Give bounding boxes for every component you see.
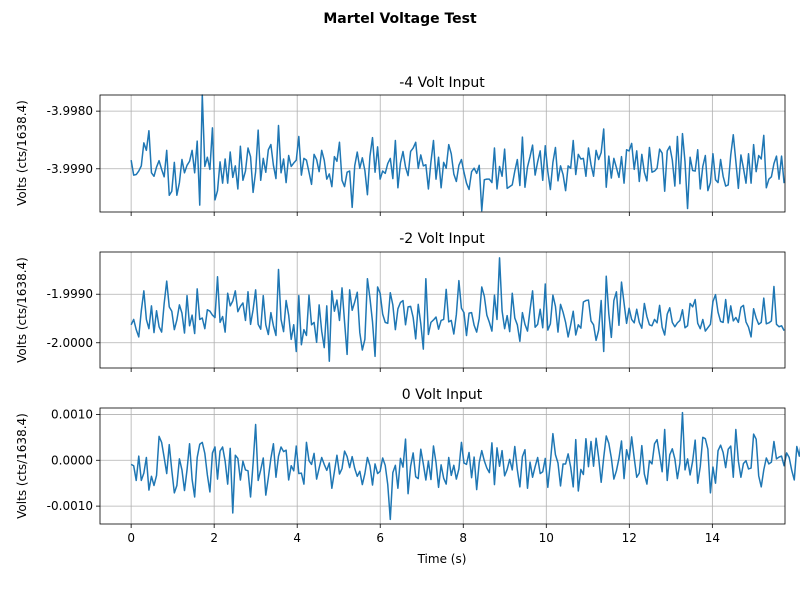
x-tick-label: 8 (459, 531, 467, 545)
x-tick-label: 6 (376, 531, 384, 545)
y-tick-label: 0.0010 (51, 407, 93, 421)
series (130, 257, 785, 362)
y-tick-label: -3.9990 (47, 162, 93, 176)
series-line (130, 257, 785, 362)
subplot-minus-4-volt: -4 Volt Input Volts (cts/1638.4) -3.9990… (15, 75, 786, 216)
y-axis-label: Volts (cts/1638.4) (15, 257, 29, 363)
figure-title: Martel Voltage Test (323, 11, 477, 27)
series-line (130, 411, 800, 521)
series (130, 94, 785, 212)
y-tick-label: -2.0000 (47, 336, 93, 350)
series (130, 411, 800, 521)
y-tick-label: -3.9980 (47, 104, 93, 118)
y-tick-label: -0.0010 (47, 499, 93, 513)
subplot-title: 0 Volt Input (402, 387, 483, 403)
y-axis-label: Volts (cts/1638.4) (15, 413, 29, 519)
y-axis-label: Volts (cts/1638.4) (15, 100, 29, 206)
y-tick-label: -1.9990 (47, 287, 93, 301)
axes-frame (99, 94, 786, 213)
x-axis-label: Time (s) (417, 552, 467, 566)
x-tick-label: 10 (539, 531, 554, 545)
series-line (130, 94, 785, 212)
grid (100, 408, 785, 524)
x-tick-label: 0 (127, 531, 135, 545)
y-tick-label: 0.0000 (51, 453, 93, 467)
x-tick-label: 2 (210, 531, 218, 545)
x-tick-label: 4 (293, 531, 301, 545)
ticks: -3.9990 -3.9980 (47, 104, 713, 216)
subplot-title: -4 Volt Input (399, 75, 485, 91)
subplot-0-volt: 0 Volt Input Volts (cts/1638.4) 0 2 4 6 8 10 1… (15, 387, 800, 566)
ticks: 0 2 4 6 8 10 12 14 -0.0010 0.0000 0.0010 (47, 407, 720, 545)
x-tick-label: 12 (622, 531, 637, 545)
axes-frame (99, 407, 786, 525)
ticks: -2.0000 -1.9990 (47, 287, 713, 372)
subplot-minus-2-volt: -2 Volt Input Volts (cts/1638.4) -2.0000… (15, 231, 786, 372)
subplot-title: -2 Volt Input (399, 231, 485, 247)
x-tick-label: 14 (705, 531, 720, 545)
axes-frame (99, 251, 786, 369)
